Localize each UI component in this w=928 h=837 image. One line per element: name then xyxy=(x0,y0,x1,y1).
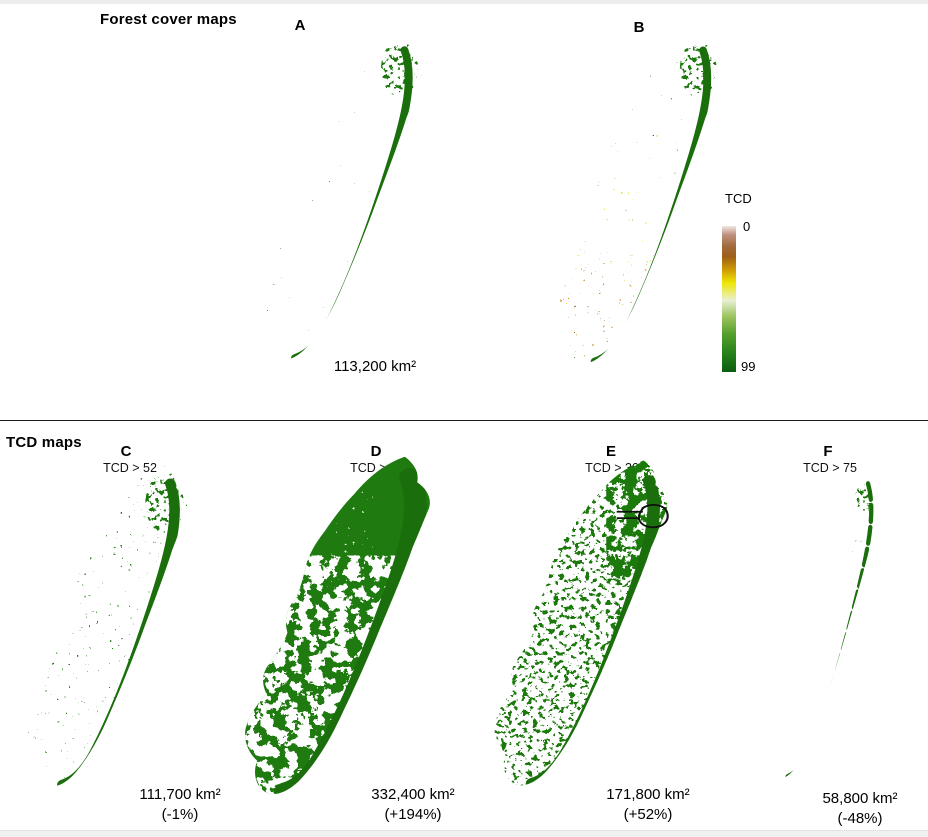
madagascar-map-e-tcd-30 xyxy=(494,460,669,786)
panel-label-a: A xyxy=(294,17,306,34)
threshold-label-f: TCD > 75 xyxy=(803,461,857,475)
panel-label-d: D xyxy=(370,443,382,460)
madagascar-map-a-forest-cover xyxy=(259,29,422,360)
area-value-c: 111,700 km² xyxy=(139,786,221,803)
madagascar-map-b-tcd xyxy=(559,29,720,364)
panel-label-c: C xyxy=(120,443,132,460)
area-value-e: 171,800 km² xyxy=(606,786,690,803)
area-value-f: 58,800 km² xyxy=(822,790,898,807)
legend-title-tcd: TCD xyxy=(725,191,752,206)
section-title-tcd-maps: TCD maps xyxy=(6,434,82,451)
change-value-c: (-1%) xyxy=(161,806,199,823)
change-value-e: (+52%) xyxy=(623,806,673,823)
legend-colorbar-tcd xyxy=(722,226,736,372)
legend-value-bottom: 99 xyxy=(741,359,756,374)
legend-value-top: 0 xyxy=(743,219,751,234)
change-value-f: (-48%) xyxy=(837,810,883,827)
madagascar-map-f-tcd-75 xyxy=(761,464,881,779)
study-area-annotation-outline xyxy=(616,503,669,529)
panel-label-b: B xyxy=(633,19,645,36)
panel-label-e: E xyxy=(605,443,616,460)
madagascar-map-d-tcd-10 xyxy=(245,456,430,794)
page-edge-strip-top xyxy=(0,0,928,4)
panel-label-f: F xyxy=(823,443,833,460)
threshold-label-c: TCD > 52 xyxy=(103,461,157,475)
change-value-d: (+194%) xyxy=(384,806,442,823)
section-title-forest-cover: Forest cover maps xyxy=(100,11,237,28)
section-divider-line xyxy=(0,420,928,421)
area-value-a: 113,200 km² xyxy=(333,358,417,375)
madagascar-map-c-tcd-52 xyxy=(27,463,188,787)
area-value-d: 332,400 km² xyxy=(371,786,455,803)
page-edge-strip-bottom xyxy=(0,830,928,837)
